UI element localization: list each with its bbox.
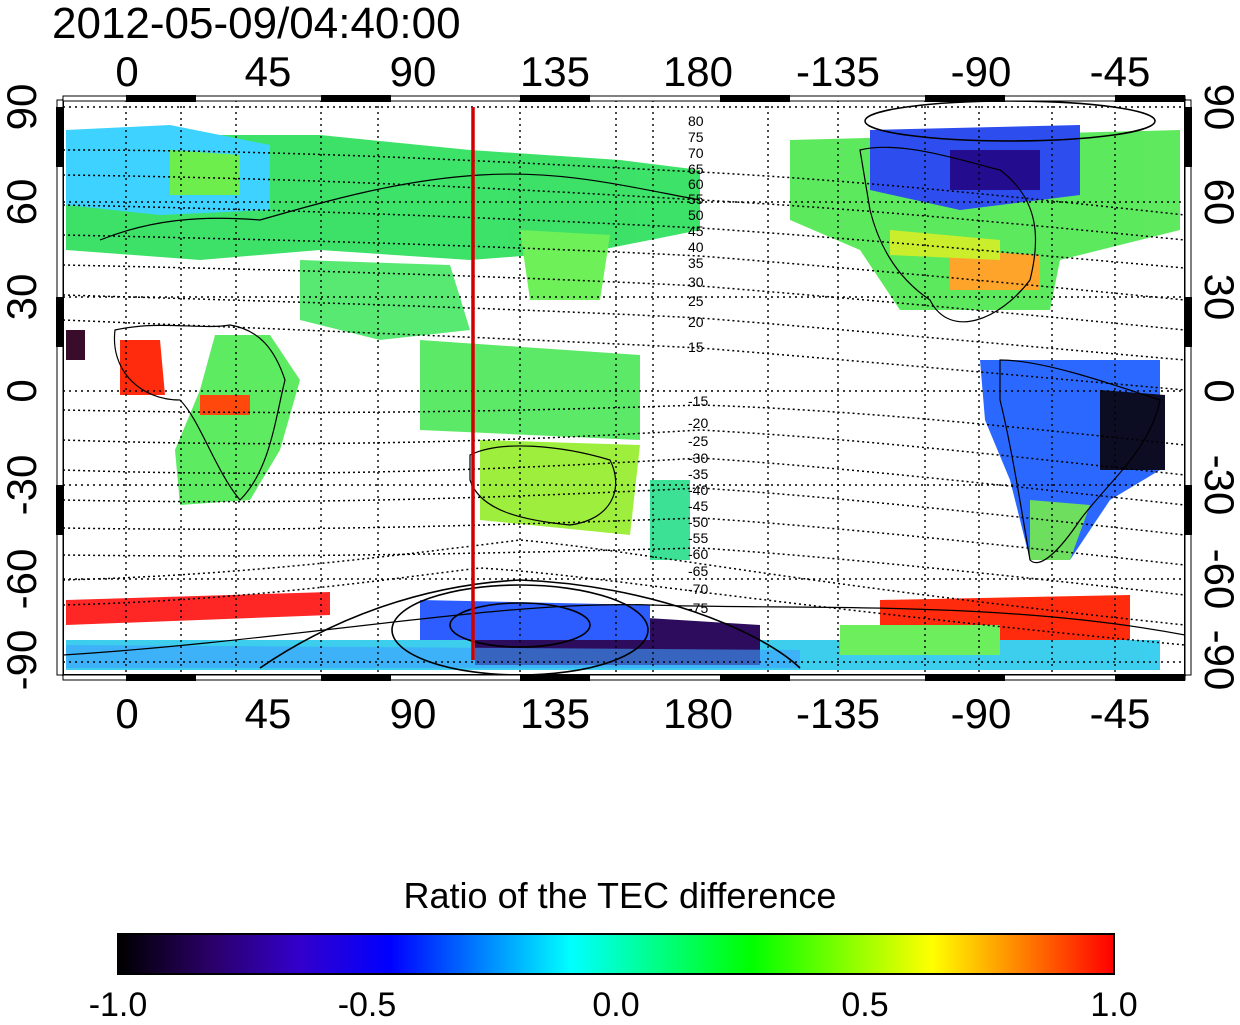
bottom-lon-label: -135 — [796, 690, 880, 737]
top-lon-label: 180 — [663, 48, 733, 95]
contour-label: -50 — [688, 514, 708, 530]
contour-label: 35 — [688, 255, 704, 271]
colorbar-tick: -1.0 — [88, 986, 148, 1024]
top-lon-label: -135 — [796, 48, 880, 95]
top-lon-label: -90 — [951, 48, 1012, 95]
top-lon-label: 0 — [115, 48, 138, 95]
bottom-lon-label: -90 — [951, 690, 1012, 737]
top-lon-label: 90 — [390, 48, 437, 95]
top-lon-label: 135 — [520, 48, 590, 95]
contour-label: 40 — [688, 239, 704, 255]
right-lat-label: -60 — [1196, 549, 1240, 610]
contour-label: -60 — [688, 546, 708, 562]
colorbar-tick: -0.5 — [337, 986, 397, 1024]
contour-label: -15 — [688, 393, 708, 409]
bottom-lon-label: 135 — [520, 690, 590, 737]
contour-label: -70 — [688, 581, 708, 597]
contour-label: 60 — [688, 176, 704, 192]
graticule — [63, 100, 1185, 675]
contour-value-labels: 80 75 70 65 60 55 50 45 40 35 30 25 20 1… — [688, 113, 708, 616]
colorbar — [117, 933, 1115, 975]
colorbar-tick: 0.5 — [841, 986, 889, 1024]
contour-label: -20 — [688, 415, 708, 431]
top-lon-label: -45 — [1090, 48, 1151, 95]
coastlines — [63, 146, 1185, 656]
contour-label: 45 — [688, 223, 704, 239]
left-lat-label: -90 — [0, 630, 45, 691]
contour-label: 80 — [688, 113, 704, 129]
top-lon-labels: 0 45 90 135 180 -135 -90 -45 — [115, 48, 1150, 95]
bottom-lon-label: -45 — [1090, 690, 1151, 737]
bottom-lon-label: 0 — [115, 690, 138, 737]
contour-label: 30 — [688, 274, 704, 290]
left-lat-label: 0 — [0, 379, 45, 402]
contour-label: -25 — [688, 433, 708, 449]
left-lat-labels: 90 60 30 0 -30 -60 -90 — [0, 84, 45, 691]
timestamp-title: 2012-05-09/04:40:00 — [52, 0, 461, 48]
contour-label: -30 — [688, 450, 708, 466]
right-lat-label: -30 — [1196, 455, 1240, 516]
contour-label: 50 — [688, 207, 704, 223]
left-lat-label: 60 — [0, 179, 45, 226]
contour-label: -75 — [688, 600, 708, 616]
contour-label: 75 — [688, 129, 704, 145]
tec-map: 0 45 90 135 180 -135 -90 -45 0 45 90 135… — [0, 48, 1240, 737]
right-lat-label: 0 — [1196, 379, 1240, 402]
left-lat-label: -60 — [0, 549, 45, 610]
contour-label: -40 — [688, 482, 708, 498]
contour-label: 70 — [688, 145, 704, 161]
bottom-lon-label: 45 — [245, 690, 292, 737]
left-lat-label: -30 — [0, 455, 45, 516]
contour-lines — [63, 149, 1185, 646]
contour-label: -35 — [688, 466, 708, 482]
right-lat-label: 90 — [1196, 84, 1240, 131]
contour-label: 25 — [688, 293, 704, 309]
contour-label: -45 — [688, 498, 708, 514]
contour-label: 65 — [688, 161, 704, 177]
left-lat-label: 90 — [0, 84, 45, 131]
colorbar-tick: 1.0 — [1090, 986, 1138, 1024]
frame-tick-bars — [56, 95, 1192, 681]
left-lat-label: 30 — [0, 274, 45, 321]
bottom-lon-labels: 0 45 90 135 180 -135 -90 -45 — [115, 690, 1150, 737]
bottom-lon-label: 180 — [663, 690, 733, 737]
right-lat-label: 30 — [1196, 274, 1240, 321]
top-lon-label: 45 — [245, 48, 292, 95]
right-lat-label: -90 — [1196, 630, 1240, 691]
contour-label: -55 — [688, 530, 708, 546]
right-lat-label: 60 — [1196, 179, 1240, 226]
tec-data-layer — [66, 125, 1180, 670]
contour-label: 20 — [688, 314, 704, 330]
colorbar-tick: 0.0 — [592, 986, 640, 1024]
colorbar-title: Ratio of the TEC difference — [403, 875, 837, 916]
contour-label: 55 — [688, 191, 704, 207]
bottom-lon-label: 90 — [390, 690, 437, 737]
contour-label: 15 — [688, 339, 704, 355]
contour-label: -65 — [688, 563, 708, 579]
right-lat-labels: 90 60 30 0 -30 -60 -90 — [1196, 84, 1240, 691]
